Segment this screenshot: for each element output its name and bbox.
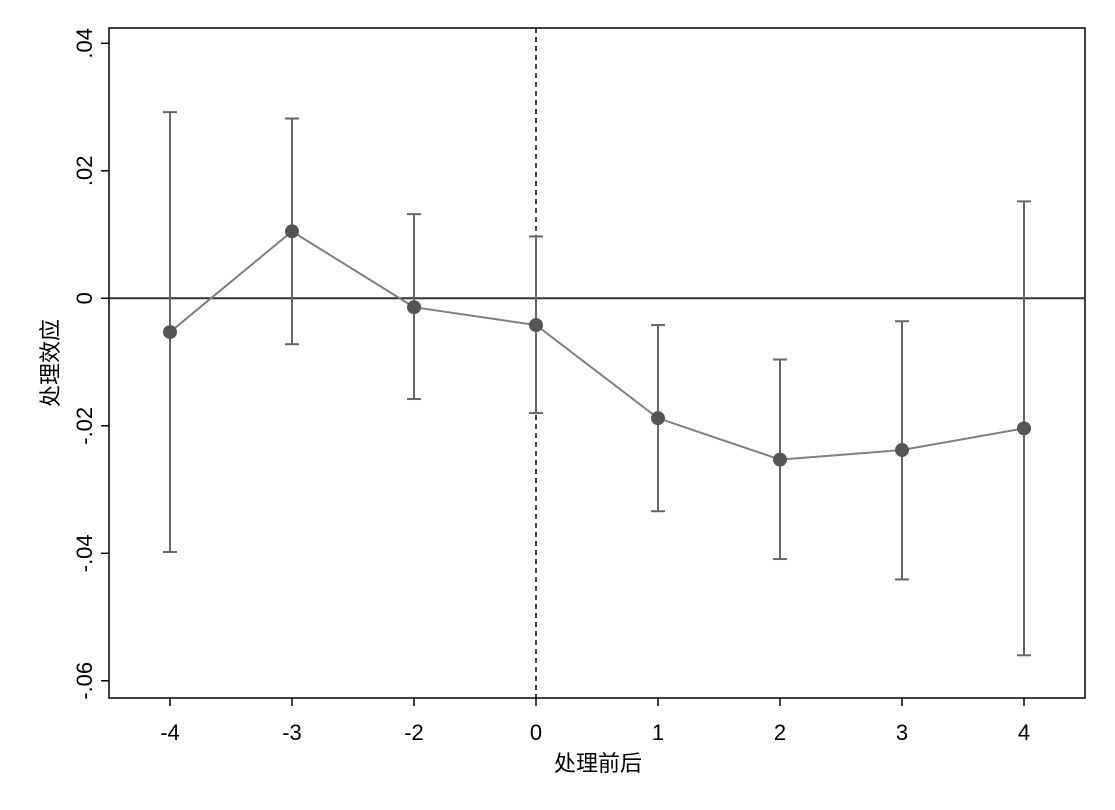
- plot-frame: [108, 27, 1086, 699]
- x-tick-label: 0: [530, 720, 542, 745]
- x-tick-label: -2: [404, 720, 424, 745]
- x-tick-label: -3: [282, 720, 302, 745]
- y-tick-label: -.04: [72, 534, 97, 572]
- x-tick-label: 4: [1018, 720, 1030, 745]
- x-tick-label: 2: [774, 720, 786, 745]
- point: [285, 224, 299, 239]
- series-line: [169, 230, 1025, 461]
- x-tick-label: -4: [160, 720, 180, 745]
- y-tick-label: .04: [72, 28, 97, 59]
- point: [529, 318, 543, 333]
- point: [163, 325, 177, 340]
- y-axis-label: 处理效应: [38, 319, 63, 407]
- point: [407, 300, 421, 315]
- y-tick-label: -.02: [72, 407, 97, 445]
- point: [1017, 421, 1031, 436]
- y-tick-label: 0: [72, 292, 97, 304]
- point: [773, 452, 787, 467]
- point: [651, 411, 665, 426]
- y-tick-label: -.06: [72, 662, 97, 700]
- x-tick-label: 3: [896, 720, 908, 745]
- x-axis-label: 处理前后: [554, 751, 642, 776]
- y-tick-label: .02: [72, 156, 97, 187]
- x-tick-label: 1: [652, 720, 664, 745]
- point: [895, 443, 909, 458]
